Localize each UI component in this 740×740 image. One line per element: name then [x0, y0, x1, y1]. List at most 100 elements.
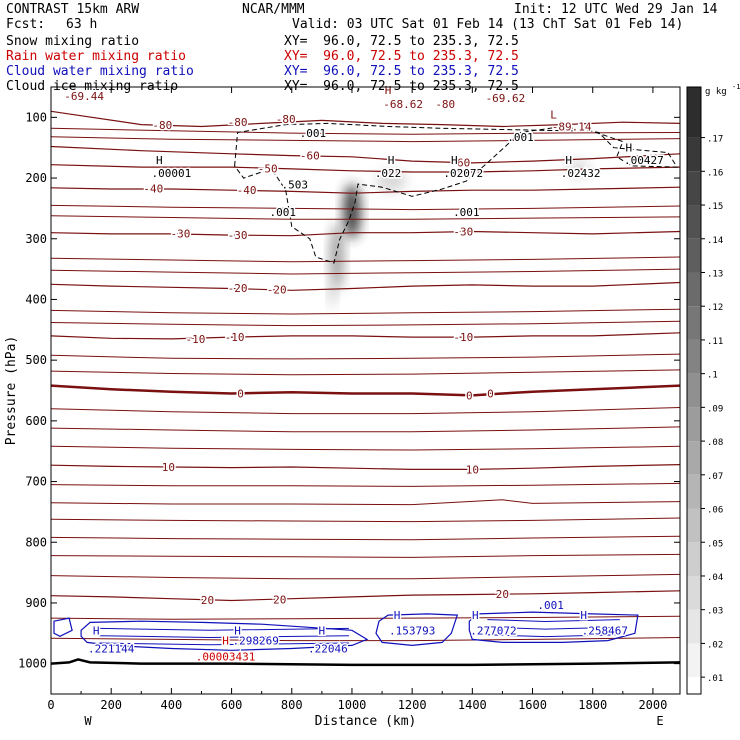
colorbar-tick-label-7: .08 — [707, 438, 723, 448]
isotherm-line-7 — [51, 320, 680, 327]
y-tick-label-400: 400 — [25, 292, 47, 306]
temperature-label-2-1: -50 — [450, 167, 470, 180]
x-tick-label-600: 600 — [221, 698, 243, 712]
colorbar-tick-label-0: .01 — [707, 674, 723, 684]
value-label-13: .001 — [269, 206, 296, 219]
temperature-label-7-2: 0 — [487, 388, 494, 401]
cloud-water-inner-3-2 — [487, 626, 620, 630]
x-tick-label-1400: 1400 — [458, 698, 487, 712]
y-tick-label-800: 800 — [25, 535, 47, 549]
cloud-ice-contour — [234, 122, 678, 264]
value-label-3: -69.62 — [486, 92, 526, 105]
extremum-marker-10: H — [394, 609, 401, 622]
colorbar-segment-3 — [687, 575, 701, 610]
colorbar-segment-16 — [687, 137, 701, 172]
value-label-23: .258467 — [582, 624, 628, 637]
temperature-label-4-0: -30 — [170, 227, 190, 240]
isotherm-line-8 — [51, 353, 680, 360]
temperature-contour--50 — [51, 164, 680, 173]
isotherm-line-17 — [51, 553, 680, 558]
y-tick-label-200: 200 — [25, 171, 47, 185]
isotherm-line-0 — [51, 127, 680, 135]
colorbar-tick-label-16: .17 — [707, 135, 723, 145]
temperature-label-6-0: -10 — [186, 333, 206, 346]
colorbar-segment-9 — [687, 373, 701, 408]
colorbar-tick-label-1: .02 — [707, 640, 723, 650]
y-axis-label: Pressure (hPa) — [4, 336, 19, 446]
y-tick-label-900: 900 — [25, 596, 47, 610]
temperature-label-3-0: -40 — [143, 182, 163, 195]
isotherm-line-15 — [51, 517, 680, 523]
east-label: E — [656, 714, 663, 728]
colorbar-segment-11 — [687, 306, 701, 340]
colorbar-tick-label-13: .14 — [707, 236, 723, 246]
colorbar-unit-exponent: -1 — [732, 83, 740, 91]
cloud-water-inner-3-1 — [487, 619, 620, 623]
cloud-water-contour-3 — [468, 611, 639, 643]
cloud-water-inner-1-2 — [99, 635, 349, 639]
extremum-marker-6: L — [550, 108, 557, 121]
isotherm-line-20 — [51, 637, 680, 642]
colorbar-segment-0 — [687, 677, 701, 694]
value-label-20: .153793 — [389, 624, 435, 637]
colorbar-segment-5 — [687, 508, 701, 543]
colorbar-unit: g kg — [705, 87, 727, 97]
extremum-marker-9: H — [319, 624, 326, 637]
field-xy-cloud-water: XY= 96.0, 72.5 to 235.3, 72.5 — [284, 64, 519, 79]
value-label-9: .02072 — [443, 167, 483, 180]
value-label-12: .503 — [282, 179, 309, 192]
plot-frame — [50, 86, 681, 695]
x-tick-label-1800: 1800 — [578, 698, 607, 712]
value-label-6: .001 — [507, 131, 534, 144]
extremum-marker-11: H — [472, 609, 479, 622]
field-xy-rain: XY= 96.0, 72.5 to 235.3, 72.5 — [284, 49, 519, 64]
y-tick-label-500: 500 — [25, 353, 47, 367]
colorbar-tick-label-12: .13 — [707, 269, 723, 279]
field-xy-snow: XY= 96.0, 72.5 to 235.3, 72.5 — [284, 34, 519, 49]
valid-time: Valid: 03 UTC Sat 01 Feb 14 (13 ChT Sat … — [292, 17, 684, 32]
extremum-marker-12: H — [580, 609, 587, 622]
isotherm-line-3 — [51, 215, 680, 220]
temperature-contour--60 — [51, 145, 680, 164]
x-tick-label-1600: 1600 — [518, 698, 547, 712]
x-tick-label-1200: 1200 — [398, 698, 427, 712]
extremum-marker-8: H — [234, 624, 241, 637]
y-tick-label-600: 600 — [25, 414, 47, 428]
extremum-marker-1: H — [156, 154, 163, 167]
x-axis-label: Distance (km) — [315, 714, 417, 729]
colorbar-tick-label-8: .09 — [707, 404, 723, 414]
colorbar-frame — [686, 86, 702, 695]
colorbar-segment-6 — [687, 474, 701, 509]
extremum-marker-0: H — [385, 84, 392, 97]
temperature-label-9-2: 20 — [496, 588, 509, 601]
snow-core-2 — [328, 280, 337, 307]
temperature-label-6-2: -10 — [453, 331, 473, 344]
y-tick-label-300: 300 — [25, 232, 47, 246]
temperature-contour--20 — [51, 281, 680, 291]
colorbar-tick-label-5: .06 — [707, 506, 723, 516]
isotherm-line-6 — [51, 308, 680, 315]
colorbar-segment-7 — [687, 441, 701, 475]
fcst-label: Fcst: — [6, 17, 46, 32]
colorbar-segment-8 — [687, 407, 701, 442]
colorbar-tick-label-14: .15 — [707, 202, 723, 212]
value-label-19: .22046 — [308, 642, 348, 655]
colorbar-tick-label-6: .07 — [707, 472, 723, 482]
cloud-water-contour-1 — [80, 620, 369, 651]
field-name-snow: Snow mixing ratio — [6, 34, 140, 49]
extremum-marker-5: H — [626, 142, 633, 155]
temperature-label-5-0: -20 — [228, 282, 248, 295]
cloud-water-contour-0 — [53, 617, 73, 637]
snow-core-0 — [343, 184, 361, 239]
x-tick-label-400: 400 — [161, 698, 183, 712]
value-label-4: -89.14 — [552, 120, 592, 133]
temperature-label-1-0: -60 — [300, 150, 320, 163]
colorbar-segment-1 — [687, 643, 701, 678]
colorbar-tick-label-4: .05 — [707, 539, 723, 549]
isotherm-line-4 — [51, 256, 680, 263]
colorbar-segment-10 — [687, 339, 701, 374]
temperature-contour--40 — [51, 186, 680, 194]
temperature-contour-20 — [51, 590, 680, 602]
cloud-water-inner-1-1 — [99, 627, 349, 631]
